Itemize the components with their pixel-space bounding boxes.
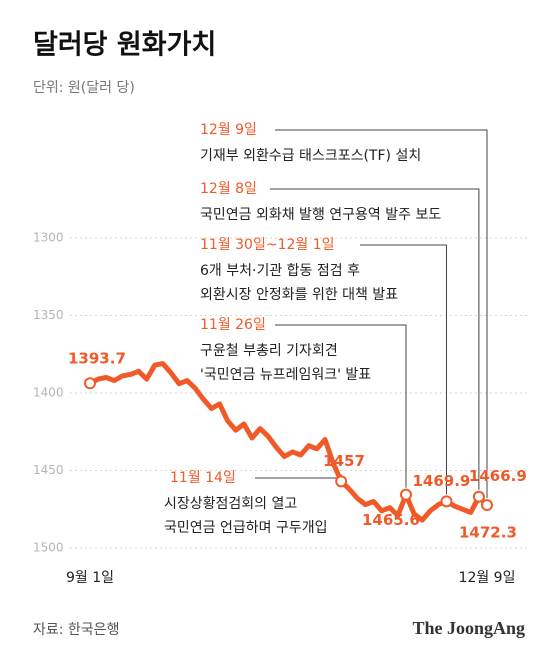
annotation-text: 국민연금 언급하며 구두개입 — [164, 520, 327, 536]
x-tick-label: 9월 1일 — [66, 570, 114, 586]
leader-line — [360, 244, 447, 495]
annotation-text: 시장상황점검회의 열고 — [164, 496, 297, 512]
annotation-text: '국민연금 뉴프레임워크' 발표 — [200, 367, 371, 383]
y-tick-label: 1300 — [33, 231, 64, 245]
annotation-text: 국민연금 외화채 발행 연구용역 발주 보도 — [200, 207, 441, 223]
data-label: 1466.9 — [469, 467, 527, 485]
leader-line — [255, 474, 342, 479]
point — [84, 377, 96, 390]
point — [399, 488, 412, 501]
annotation-date: 12월 9일 — [200, 122, 257, 138]
data-label: 1472.3 — [459, 524, 517, 542]
annotation-text: 외환시장 안정화를 위한 대책 발표 — [200, 287, 398, 303]
data-label: 1465.6 — [362, 511, 420, 529]
leader-line — [270, 188, 480, 490]
annotation-date: 11월 14일 — [170, 470, 236, 486]
source: 자료: 한국은행 — [33, 622, 119, 638]
annotation-date: 11월 30일~12월 1일 — [200, 237, 335, 253]
data-label: 1457 — [323, 452, 365, 470]
y-tick-label: 1500 — [33, 541, 64, 555]
annotation-date: 11월 26일 — [200, 317, 266, 333]
annotation-text: 기재부 외환수급 태스크포스(TF) 설치 — [200, 148, 421, 164]
point — [472, 490, 485, 503]
annotation-date: 12월 8일 — [200, 181, 257, 197]
brand: The JoongAng — [412, 618, 525, 638]
x-tick-label: 12월 9일 — [459, 570, 516, 586]
chart-title: 달러당 원화가치 — [33, 30, 216, 61]
leader-line — [275, 129, 488, 499]
y-tick-label: 1450 — [33, 463, 64, 477]
data-label: 1393.7 — [68, 350, 126, 368]
y-tick-label: 1350 — [33, 308, 64, 322]
data-label: 1469.9 — [412, 472, 470, 490]
line — [88, 361, 489, 523]
annotation-text: 6개 부처·기관 합동 점검 후 — [200, 263, 360, 279]
annotation-text: 구윤철 부총리 기자회견 — [200, 343, 338, 359]
point — [440, 495, 453, 508]
point — [335, 475, 348, 488]
y-tick-label: 1400 — [33, 386, 64, 400]
chart-subtitle: 단위: 원(달러 당) — [33, 80, 135, 96]
point — [481, 499, 493, 512]
leader-line — [275, 324, 407, 488]
